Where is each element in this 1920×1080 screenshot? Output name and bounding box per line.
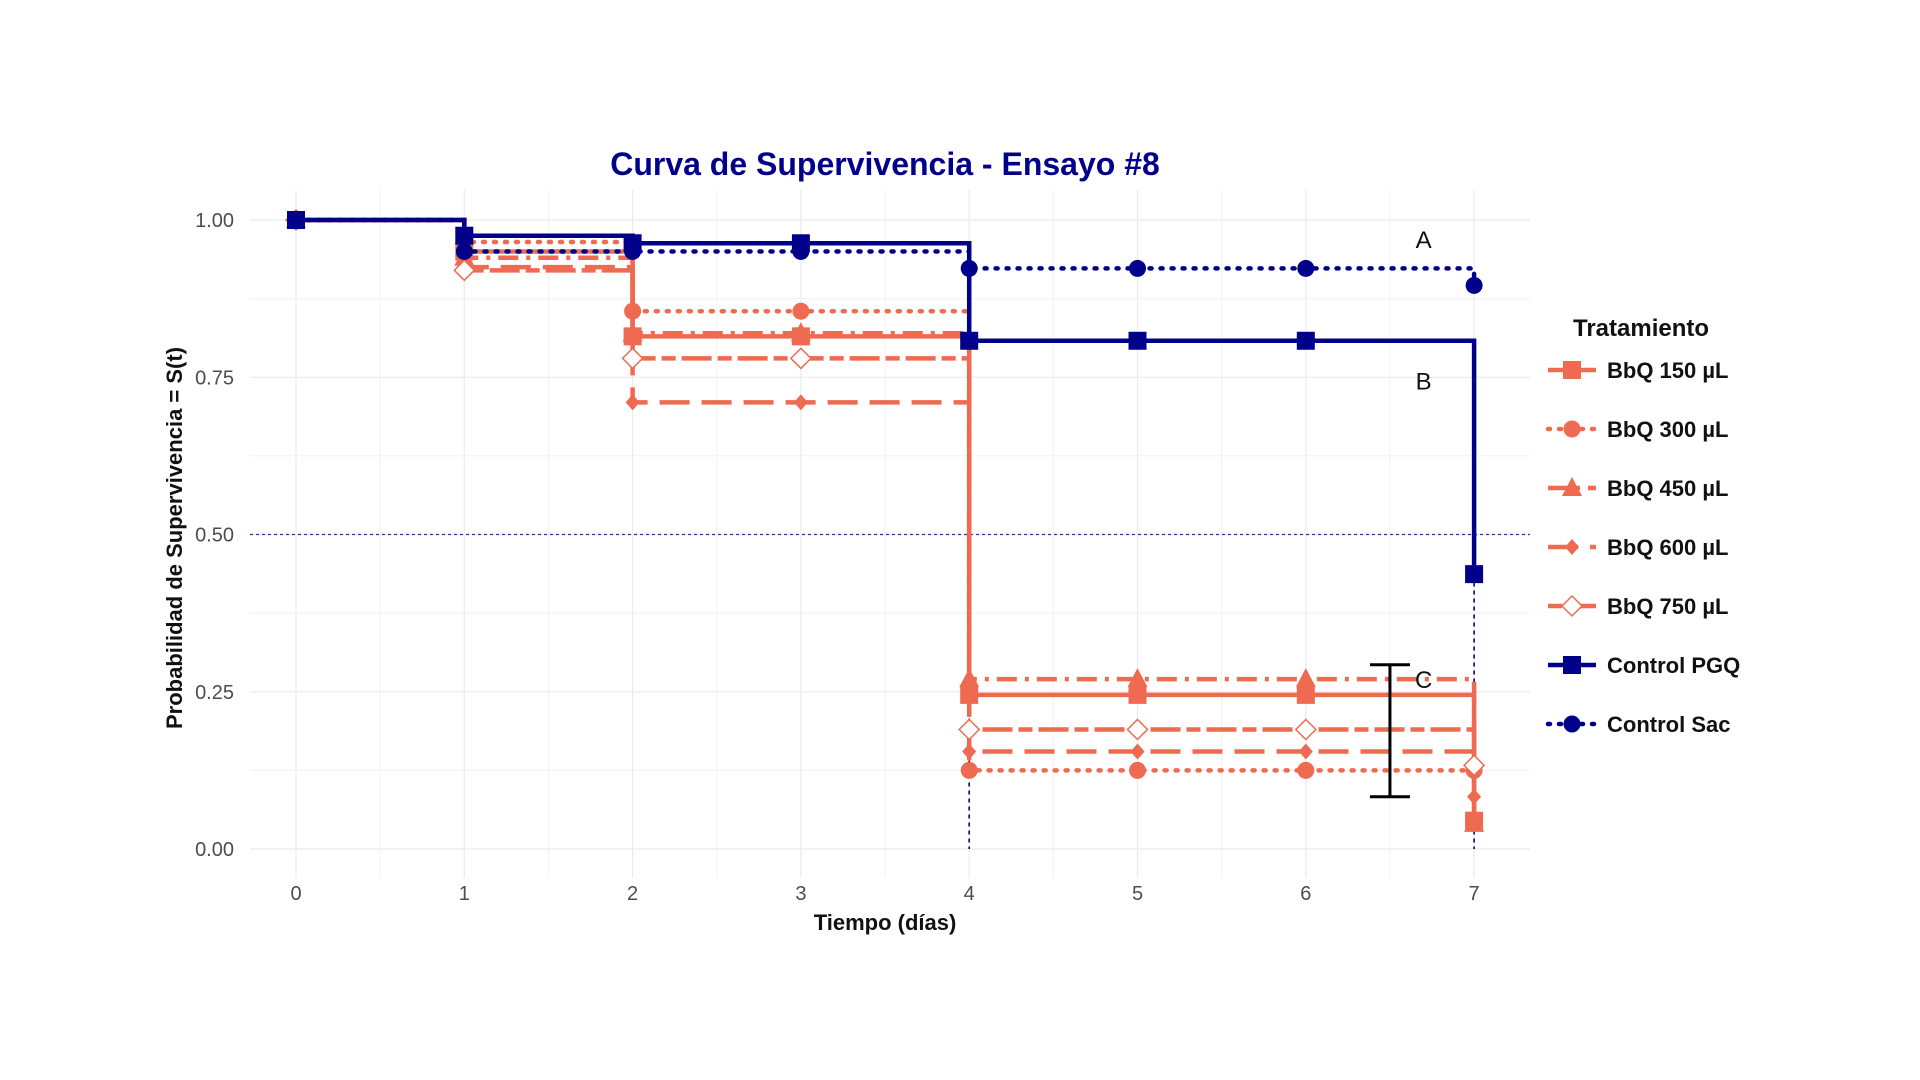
x-tick-label: 1 bbox=[459, 883, 470, 905]
y-tick-label: 0.00 bbox=[195, 839, 234, 861]
x-tick-label: 7 bbox=[1469, 883, 1480, 905]
legend-label: BbQ 150 µL bbox=[1607, 358, 1728, 383]
marker-circle bbox=[792, 242, 810, 260]
y-tick-label: 0.75 bbox=[195, 367, 234, 389]
marker-diamond-open bbox=[958, 718, 981, 741]
marker-square bbox=[960, 331, 979, 350]
x-tick-label: 4 bbox=[964, 883, 975, 905]
marker-diamond-open bbox=[1463, 754, 1486, 777]
legend-key bbox=[1548, 594, 1596, 618]
legend-key bbox=[1545, 420, 1599, 438]
legend: Tratamiento BbQ 150 µL BbQ 300 µL BbQ 450 … bbox=[1545, 315, 1740, 737]
marker-diamond-open bbox=[621, 347, 644, 370]
x-tick-label: 0 bbox=[290, 883, 301, 905]
marker-diamond-open bbox=[1560, 594, 1584, 618]
y-tick-label: 1.00 bbox=[195, 210, 234, 232]
series-group bbox=[284, 208, 1486, 832]
marker-circle bbox=[1297, 761, 1315, 779]
x-axis-label: Tiempo (días) bbox=[814, 910, 957, 935]
marker-diamond-open bbox=[1294, 718, 1317, 741]
marker-diamond bbox=[962, 743, 977, 760]
marker-circle bbox=[1297, 259, 1315, 277]
series-line bbox=[293, 217, 1477, 288]
annotations: A B C bbox=[1369, 227, 1432, 799]
y-tick-label: 0.25 bbox=[195, 682, 234, 704]
marker-circle bbox=[1563, 420, 1581, 438]
legend-label: BbQ 300 µL bbox=[1607, 417, 1728, 442]
x-tick-label: 5 bbox=[1132, 883, 1143, 905]
marker-circle bbox=[960, 259, 978, 277]
y-tick-label: 0.50 bbox=[195, 525, 234, 547]
marker-circle bbox=[1129, 259, 1146, 277]
marker-diamond bbox=[1130, 743, 1145, 760]
legend-label: BbQ 450 µL bbox=[1607, 476, 1728, 501]
x-tick-label: 3 bbox=[795, 883, 806, 905]
marker-triangle bbox=[1127, 668, 1148, 688]
marker-diamond-open bbox=[789, 347, 812, 370]
annotation-b: B bbox=[1416, 368, 1432, 395]
marker-square bbox=[1563, 656, 1581, 674]
marker-square bbox=[455, 226, 474, 245]
annotation-a: A bbox=[1416, 227, 1432, 254]
tick-labels: 0 1 2 3 4 5 6 7 0.00 0.25 0.50 0.75 1.00 bbox=[195, 210, 1480, 905]
series-bbq-750-l bbox=[284, 208, 1486, 777]
y-axis-label: Probabilidad de Supervivencia = S(t) bbox=[162, 347, 187, 729]
marker-diamond bbox=[793, 394, 808, 411]
legend-key bbox=[1548, 539, 1596, 555]
series-control-sac bbox=[287, 211, 1483, 294]
marker-circle bbox=[455, 242, 473, 260]
marker-square bbox=[1563, 361, 1581, 379]
x-tick-label: 6 bbox=[1300, 883, 1311, 905]
legend-label: BbQ 600 µL bbox=[1607, 535, 1728, 560]
series-line bbox=[296, 217, 1477, 797]
marker-circle bbox=[1465, 276, 1483, 294]
marker-square bbox=[1296, 685, 1315, 704]
marker-diamond-open bbox=[453, 259, 476, 282]
marker-triangle bbox=[790, 322, 811, 342]
annotation-c: C bbox=[1415, 667, 1432, 694]
marker-triangle bbox=[1464, 812, 1485, 832]
legend-title: Tratamiento bbox=[1573, 315, 1709, 342]
marker-square bbox=[1128, 331, 1147, 350]
marker-diamond bbox=[1467, 788, 1482, 805]
marker-circle bbox=[624, 242, 642, 260]
marker-circle bbox=[960, 761, 978, 779]
marker-triangle bbox=[1295, 668, 1316, 688]
marker-square bbox=[1128, 685, 1147, 704]
marker-circle bbox=[1129, 761, 1146, 779]
marker-diamond bbox=[1565, 539, 1579, 555]
marker-diamond bbox=[625, 394, 640, 411]
marker-triangle bbox=[1562, 477, 1582, 496]
legend-label: Control PGQ bbox=[1607, 653, 1740, 678]
legend-key bbox=[1548, 361, 1596, 379]
marker-circle bbox=[792, 302, 810, 320]
legend-key bbox=[1545, 715, 1599, 733]
series-line bbox=[296, 217, 1477, 824]
marker-circle bbox=[1563, 715, 1581, 733]
legend-key bbox=[1548, 656, 1596, 674]
marker-square bbox=[1465, 565, 1484, 584]
marker-diamond-open bbox=[1126, 718, 1149, 741]
legend-key bbox=[1548, 477, 1596, 496]
marker-circle bbox=[287, 211, 305, 229]
x-tick-label: 2 bbox=[627, 883, 638, 905]
marker-square bbox=[1296, 331, 1315, 350]
legend-label: BbQ 750 µL bbox=[1607, 594, 1728, 619]
chart-title: Curva de Supervivencia - Ensayo #8 bbox=[610, 146, 1160, 182]
marker-diamond bbox=[1298, 743, 1313, 760]
legend-label: Control Sac bbox=[1607, 712, 1730, 737]
